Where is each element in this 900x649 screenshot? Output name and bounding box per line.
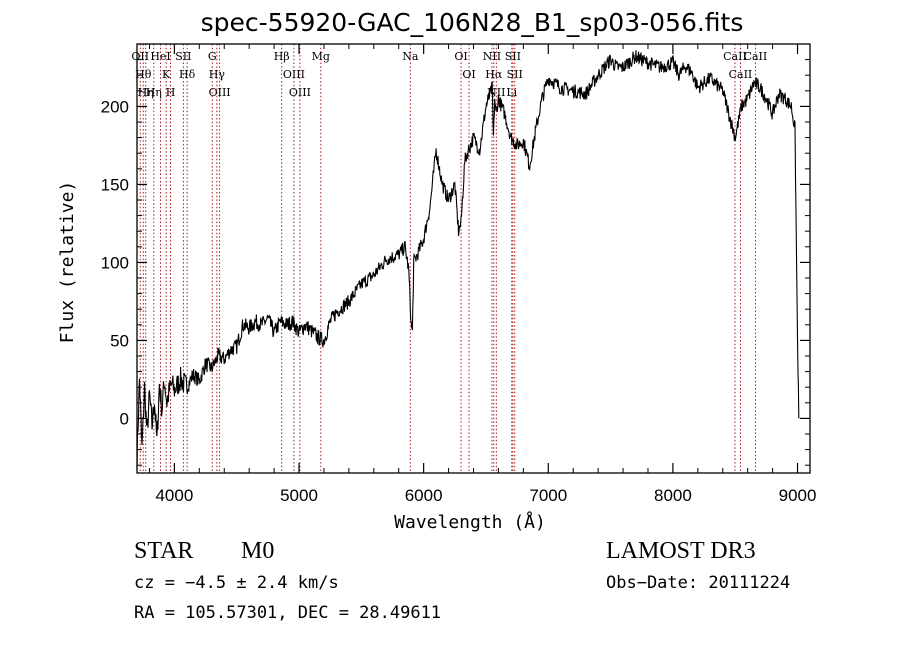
- line-label: OIII: [209, 86, 231, 99]
- x-tick-label: 5000: [280, 486, 318, 505]
- x-tick-label: 4000: [155, 486, 193, 505]
- line-label: Hθ: [135, 68, 152, 81]
- survey-name: LAMOST DR3: [606, 538, 756, 564]
- axis-ticks: 4000 5000 6000 7000 8000 9000 0 50 100 150 200: [101, 44, 817, 505]
- x-tick-label: 6000: [405, 486, 443, 505]
- line-label: Li: [506, 86, 517, 99]
- line-label: OII: [131, 50, 149, 63]
- line-label: Hβ: [274, 50, 290, 63]
- chart-title: spec-55920-GAC_106N28_B1_sp03-056.fits: [200, 8, 744, 37]
- line-label: HeI: [150, 50, 170, 63]
- line-label: H: [166, 86, 176, 99]
- line-label: OI: [462, 68, 475, 81]
- coordinates: RA = 105.57301, DEC = 28.49611: [134, 603, 442, 623]
- line-label: SII: [505, 50, 521, 63]
- x-tick-label: 8000: [654, 486, 692, 505]
- line-label: OIII: [283, 68, 305, 81]
- y-axis-label: Flux (relative): [57, 181, 78, 344]
- line-label: K: [162, 68, 171, 81]
- y-tick-label: 50: [110, 331, 129, 350]
- flux-series-line: [136, 50, 800, 470]
- line-label: SII: [175, 50, 191, 63]
- x-axis-label: Wavelength (Å): [394, 511, 546, 533]
- line-label: Hη: [146, 86, 162, 99]
- line-label: CaII: [723, 50, 747, 63]
- line-label: Na: [402, 50, 419, 63]
- y-tick-label: 200: [101, 97, 129, 116]
- line-label: Hγ: [209, 68, 226, 81]
- x-tick-label: 9000: [779, 486, 817, 505]
- line-label: SII: [507, 68, 523, 81]
- emission-line-markers: [139, 44, 756, 473]
- y-tick-label: 150: [101, 175, 129, 194]
- line-label: Hα: [485, 68, 503, 81]
- redshift-cz: cz = −4.5 ± 2.4 km/s: [134, 573, 339, 593]
- object-class: STAR: [134, 538, 194, 564]
- line-label: G: [208, 50, 217, 63]
- y-tick-label: 100: [101, 253, 129, 272]
- line-label: OIII: [289, 86, 311, 99]
- y-tick-label: 0: [120, 409, 129, 428]
- line-label: Hη: [138, 86, 154, 99]
- line-label: OI: [454, 50, 467, 63]
- line-label: Mg: [312, 50, 330, 63]
- x-tick-label: 7000: [529, 486, 567, 505]
- object-subclass: M0: [241, 538, 275, 564]
- line-label: CaII: [744, 50, 768, 63]
- plot-frame: [136, 43, 811, 474]
- line-label: NII: [483, 50, 501, 63]
- line-label: Hδ: [179, 68, 196, 81]
- observation-date: Obs−Date: 20111224: [606, 573, 791, 593]
- line-label: CaII: [729, 68, 753, 81]
